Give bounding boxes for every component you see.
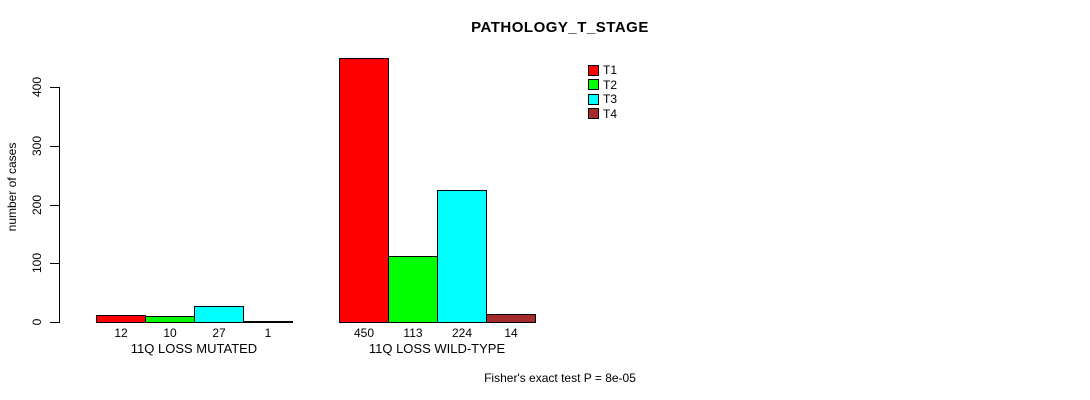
bar-value-label: 27 (212, 326, 226, 340)
legend-swatch-t1 (588, 64, 599, 76)
bar-t3 (194, 306, 244, 323)
category-label: 11Q LOSS MUTATED (130, 341, 258, 356)
bar-value-label: 450 (353, 326, 375, 340)
bar-value-label: 113 (403, 326, 423, 340)
y-tick-label: 200 (30, 194, 44, 216)
bar-value-label: 14 (504, 326, 518, 340)
bar-t4 (486, 314, 536, 323)
y-tick (50, 263, 60, 264)
bar-value-label: 1 (264, 326, 272, 340)
y-axis-label: number of cases (5, 142, 19, 232)
legend-item: T4 (588, 107, 617, 121)
y-tick-label: 400 (30, 76, 44, 98)
legend-label: T3 (603, 92, 618, 106)
legend-label: T2 (603, 77, 618, 92)
legend-item: T2 (588, 78, 617, 92)
bar-t1 (96, 315, 146, 323)
chart-title: PATHOLOGY_T_STAGE (471, 19, 649, 36)
y-tick-label: 100 (30, 252, 44, 274)
legend-label: T1 (603, 63, 618, 77)
legend-swatch-t2 (588, 79, 599, 90)
y-tick (50, 87, 60, 88)
y-tick-label: 0 (30, 318, 44, 326)
legend-item: T1 (588, 63, 617, 77)
bar-t4 (243, 321, 293, 323)
legend-label: T4 (603, 106, 618, 121)
legend-item: T3 (588, 92, 617, 106)
y-tick-label: 300 (30, 135, 44, 157)
legend-swatch-t3 (588, 93, 599, 105)
bar-value-label: 10 (163, 326, 177, 340)
category-label: 11Q LOSS WILD-TYPE (368, 341, 506, 356)
bar-t2 (388, 256, 438, 323)
legend-swatch-t4 (588, 108, 599, 119)
bar-value-label: 12 (114, 326, 128, 340)
bar-t3 (437, 190, 487, 323)
y-tick (50, 146, 60, 147)
bar-t1 (339, 58, 389, 323)
annotation-text: Fisher's exact test P = 8e-05 (484, 371, 636, 385)
y-tick (50, 322, 60, 323)
y-tick (50, 205, 60, 206)
bar-value-label: 224 (451, 326, 473, 340)
bar-t2 (145, 316, 195, 323)
